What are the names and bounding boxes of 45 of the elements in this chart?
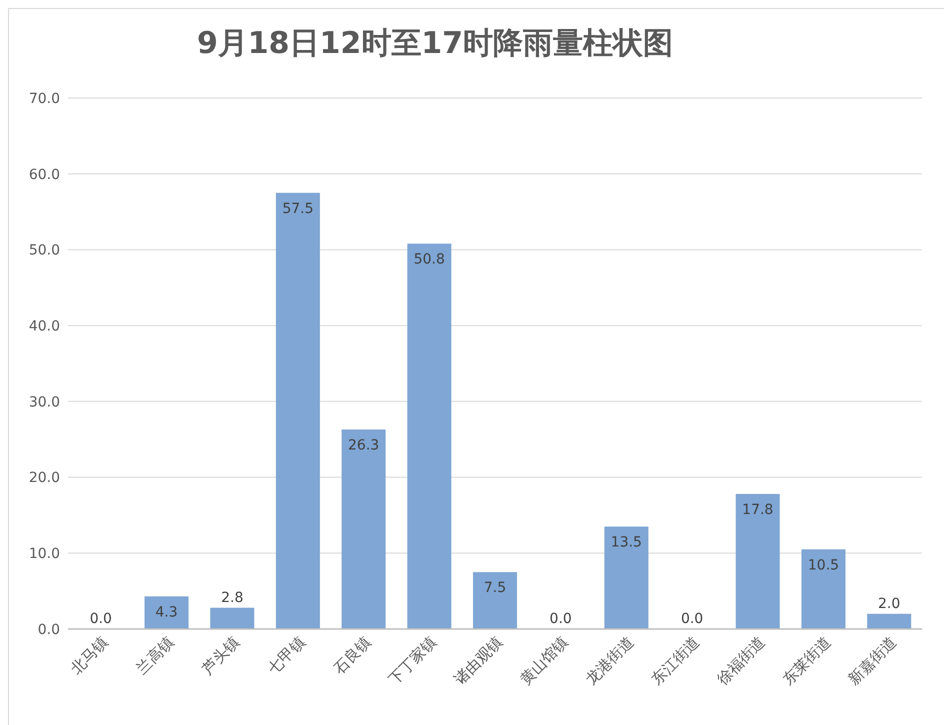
data-label: 0.0 [550, 611, 572, 627]
bar [604, 526, 648, 629]
x-tick-label: 石良镇 [330, 633, 374, 678]
data-label: 26.3 [348, 437, 380, 454]
x-tick-label: 下丁家镇 [384, 633, 440, 688]
data-label: 10.5 [808, 557, 840, 574]
bar [210, 608, 254, 629]
bar [407, 244, 452, 629]
x-tick-label: 新嘉街道 [844, 633, 900, 688]
y-tick-label: 60.0 [28, 166, 60, 183]
data-label: 4.3 [155, 604, 178, 620]
data-label: 57.5 [282, 200, 314, 217]
x-tick-label: 东莱街道 [779, 633, 834, 688]
x-tick-label: 芦头镇 [198, 633, 244, 678]
bar [144, 596, 189, 629]
bar [472, 572, 518, 629]
data-label: 13.5 [610, 534, 642, 551]
data-label: 50.8 [414, 252, 445, 268]
data-label: 2.8 [221, 590, 244, 606]
bar [736, 494, 780, 629]
x-tick-label: 诸由观镇 [450, 633, 506, 688]
bar [867, 614, 912, 629]
bar [342, 429, 386, 629]
y-tick-label: 70.0 [28, 90, 60, 107]
x-tick-label: 黄山馆镇 [516, 633, 572, 688]
x-tick-label: 龙港街道 [582, 633, 638, 688]
data-label: 0.0 [680, 611, 704, 627]
data-label: 7.5 [484, 580, 506, 596]
y-tick-label: 30.0 [28, 394, 60, 410]
x-tick-label: 徐福街道 [713, 633, 769, 688]
data-label: 17.8 [742, 502, 774, 518]
x-tick-label: 北马镇 [67, 633, 112, 678]
data-label: 2.0 [878, 596, 900, 612]
data-label: 0.0 [90, 611, 112, 627]
bar [801, 549, 846, 629]
y-tick-label: 50.0 [28, 242, 60, 259]
bar [276, 192, 320, 629]
x-tick-label: 七甲镇 [264, 633, 309, 678]
x-tick-label: 东江街道 [648, 633, 703, 688]
y-tick-label: 40.0 [28, 318, 60, 334]
y-tick-label: 20.0 [28, 470, 60, 486]
x-tick-label: 兰高镇 [132, 633, 178, 678]
chart-title: 9月18日12时至17时降雨量柱状图 [196, 26, 674, 61]
y-tick-label: 10.0 [28, 546, 60, 562]
y-tick-label: 0.0 [38, 622, 60, 638]
